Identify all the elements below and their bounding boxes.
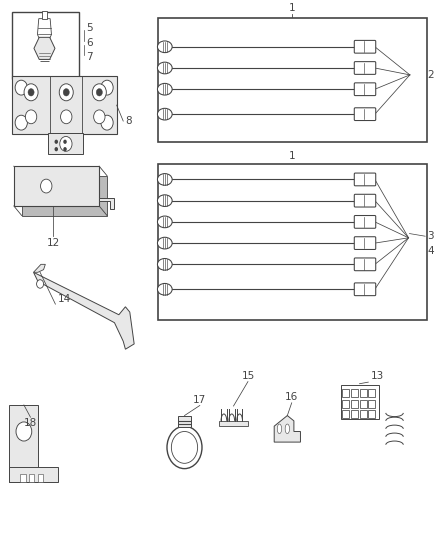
Text: 13: 13: [370, 371, 383, 381]
Bar: [341, 389, 348, 397]
Ellipse shape: [157, 216, 172, 228]
Circle shape: [60, 110, 72, 124]
Bar: [48, 133, 83, 155]
Bar: [12, 76, 117, 134]
Bar: [42, 11, 47, 19]
Circle shape: [166, 426, 201, 469]
Bar: [359, 389, 366, 397]
Ellipse shape: [157, 259, 172, 270]
Circle shape: [40, 179, 52, 193]
Polygon shape: [33, 264, 45, 272]
Text: 16: 16: [284, 392, 298, 402]
Ellipse shape: [157, 237, 172, 249]
FancyBboxPatch shape: [353, 108, 375, 120]
Bar: [219, 421, 247, 426]
Circle shape: [36, 280, 43, 288]
Ellipse shape: [157, 41, 172, 53]
Polygon shape: [21, 176, 107, 215]
FancyBboxPatch shape: [353, 195, 375, 207]
Circle shape: [63, 140, 67, 144]
Bar: [14, 166, 99, 206]
Text: 1: 1: [288, 151, 294, 161]
Circle shape: [54, 140, 58, 144]
Circle shape: [63, 88, 69, 96]
Bar: [29, 474, 34, 482]
FancyBboxPatch shape: [353, 41, 375, 53]
Circle shape: [59, 84, 73, 101]
Ellipse shape: [157, 83, 172, 95]
Bar: [12, 12, 79, 78]
Circle shape: [96, 88, 102, 96]
FancyBboxPatch shape: [353, 62, 375, 75]
Text: 15: 15: [241, 371, 254, 381]
Ellipse shape: [157, 195, 172, 206]
Bar: [359, 400, 366, 408]
Text: 1: 1: [288, 3, 294, 13]
Ellipse shape: [157, 108, 172, 120]
FancyBboxPatch shape: [353, 283, 375, 296]
Text: 8: 8: [125, 116, 132, 126]
Bar: [359, 410, 366, 418]
Bar: [158, 164, 426, 320]
Bar: [38, 474, 43, 482]
Circle shape: [93, 110, 105, 124]
Text: 14: 14: [57, 294, 71, 304]
Circle shape: [54, 147, 58, 151]
Bar: [340, 385, 378, 419]
Text: 12: 12: [46, 238, 60, 248]
FancyBboxPatch shape: [353, 83, 375, 95]
Ellipse shape: [285, 424, 289, 434]
Text: 18: 18: [24, 418, 37, 428]
Polygon shape: [274, 416, 300, 442]
Bar: [158, 18, 426, 142]
Bar: [10, 467, 57, 482]
Circle shape: [60, 136, 72, 151]
Bar: [350, 410, 357, 418]
Text: 3: 3: [426, 231, 433, 241]
Bar: [20, 474, 25, 482]
Circle shape: [63, 147, 67, 151]
Ellipse shape: [277, 424, 281, 434]
Bar: [367, 389, 374, 397]
Ellipse shape: [157, 62, 172, 74]
Circle shape: [15, 80, 27, 95]
Text: 17: 17: [193, 395, 206, 405]
Text: 7: 7: [86, 52, 92, 62]
Bar: [367, 400, 374, 408]
Text: 4: 4: [426, 246, 433, 256]
Circle shape: [101, 80, 113, 95]
Circle shape: [25, 110, 37, 124]
Text: 5: 5: [86, 23, 92, 33]
Ellipse shape: [157, 174, 172, 185]
Polygon shape: [33, 272, 134, 349]
FancyBboxPatch shape: [353, 258, 375, 271]
FancyBboxPatch shape: [353, 237, 375, 249]
Circle shape: [171, 432, 197, 463]
Text: 2: 2: [426, 70, 433, 80]
Circle shape: [24, 84, 38, 101]
Circle shape: [15, 115, 27, 130]
Circle shape: [101, 115, 113, 130]
Polygon shape: [177, 416, 191, 427]
Text: 6: 6: [86, 38, 92, 48]
Bar: [341, 400, 348, 408]
Ellipse shape: [157, 284, 172, 295]
Circle shape: [16, 422, 32, 441]
Polygon shape: [99, 198, 114, 208]
Bar: [350, 400, 357, 408]
Polygon shape: [37, 19, 51, 42]
Circle shape: [28, 88, 34, 96]
FancyBboxPatch shape: [353, 173, 375, 186]
Bar: [341, 410, 348, 418]
Circle shape: [92, 84, 106, 101]
FancyBboxPatch shape: [353, 215, 375, 228]
Bar: [350, 389, 357, 397]
Bar: [367, 410, 374, 418]
Bar: [10, 405, 38, 482]
